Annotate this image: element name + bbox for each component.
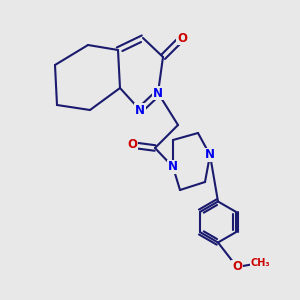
Text: CH₃: CH₃ — [250, 258, 270, 268]
Text: O: O — [177, 32, 187, 44]
Text: N: N — [153, 86, 163, 100]
Text: N: N — [168, 160, 178, 173]
Text: O: O — [232, 260, 242, 274]
Text: N: N — [205, 148, 215, 161]
Text: N: N — [135, 103, 145, 116]
Text: O: O — [127, 139, 137, 152]
